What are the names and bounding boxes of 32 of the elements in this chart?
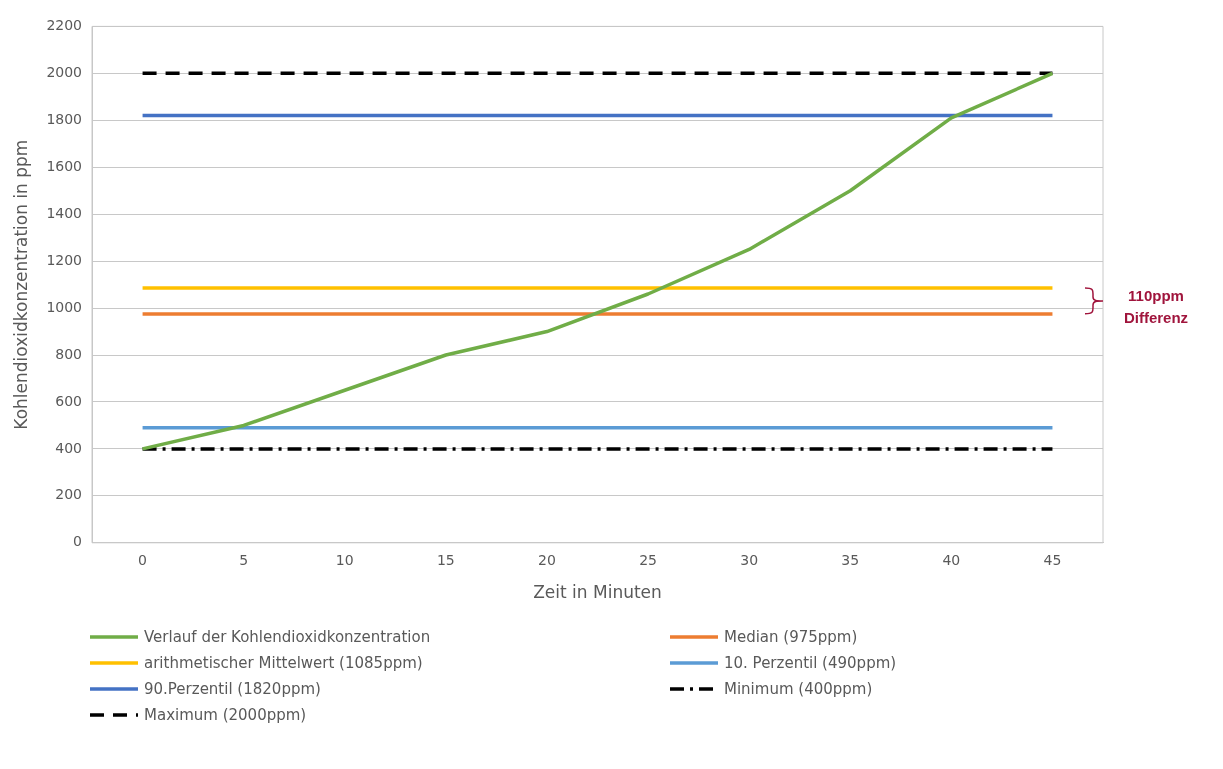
y-tick-label: 800: [55, 345, 83, 362]
y-tick-label: 1200: [46, 251, 83, 268]
y-axis-title: Kohlendioxidkonzentration in ppm: [10, 139, 31, 430]
y-tick-label: 600: [55, 392, 83, 409]
x-tick-label: 15: [436, 551, 455, 568]
text: 110ppm Differenz: [1122, 286, 1190, 328]
x-tick-label: 35: [841, 551, 860, 568]
legend-label: Verlauf der Kohlendioxidkonzentration: [144, 628, 431, 646]
legend-label: 90.Perzentil (1820ppm): [144, 680, 321, 698]
legend-label: Median (975ppm): [724, 628, 858, 646]
y-tick-label: 2200: [46, 17, 83, 34]
x-tick-label: 30: [740, 551, 759, 568]
x-axis-title: Zeit in Minuten: [533, 582, 662, 603]
legend-label: 10. Perzentil (490ppm): [724, 654, 897, 672]
legend-label: Maximum (2000ppm): [144, 706, 307, 724]
x-tick-label: 0: [138, 551, 148, 568]
y-tick-label: 1600: [46, 157, 83, 174]
y-tick-label: 1400: [46, 204, 83, 221]
x-tick-label: 25: [639, 551, 657, 568]
x-tick-label: 5: [239, 551, 249, 568]
x-tick-label: 45: [1043, 551, 1062, 568]
y-tick-label: 1000: [46, 298, 83, 315]
y-tick-label: 2000: [46, 63, 83, 80]
y-tick-label: 200: [55, 486, 83, 503]
y-tick-label: 0: [73, 533, 83, 550]
x-tick-label: 40: [942, 551, 961, 568]
y-tick-label: 1800: [46, 110, 83, 127]
x-tick-label: 20: [538, 551, 556, 568]
x-tick-label: 10: [335, 551, 354, 568]
legend-label: Minimum (400ppm): [724, 680, 873, 698]
legend-label: arithmetischer Mittelwert (1085ppm): [144, 654, 423, 672]
y-tick-label: 400: [55, 439, 83, 456]
